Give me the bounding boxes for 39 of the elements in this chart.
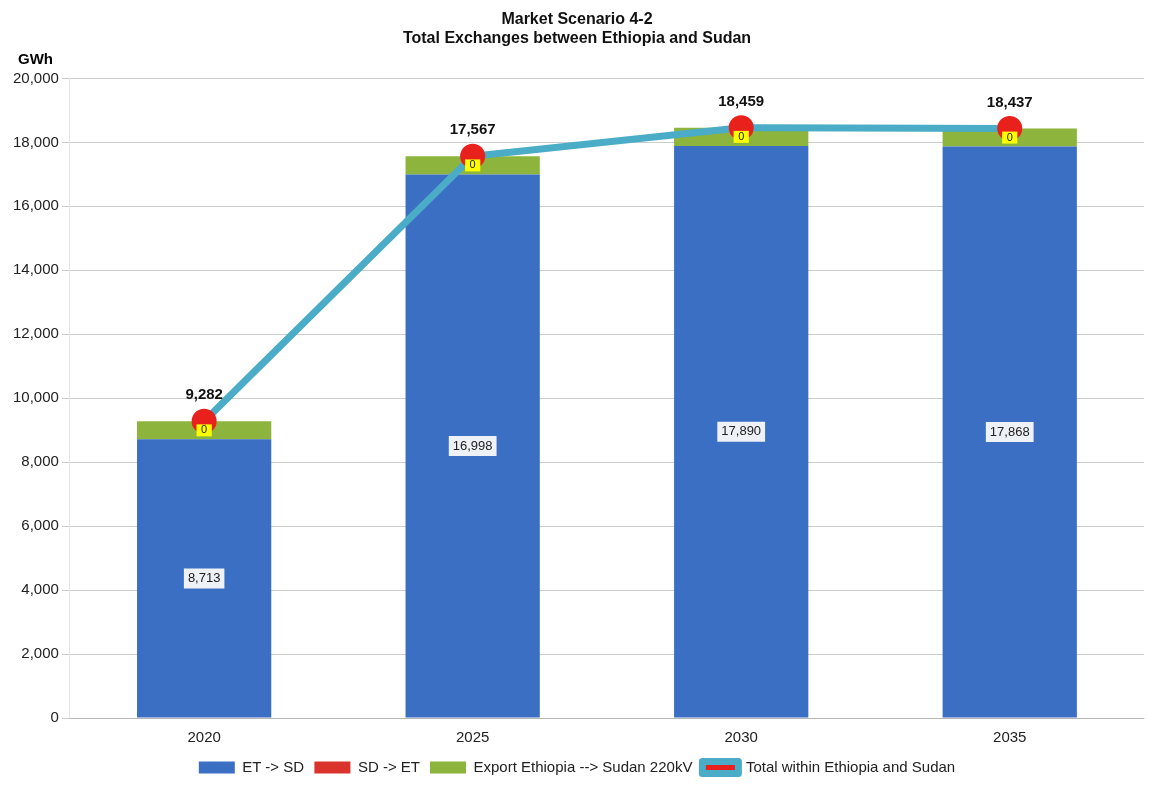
y-tick-label: 18,000	[12, 132, 59, 150]
data-label: 18,459	[718, 91, 765, 109]
x-tick-label: 2035	[993, 728, 1027, 746]
legend-label: Export Ethiopia --> Sudan 220kV	[473, 757, 693, 775]
bar	[674, 145, 809, 718]
data-label: 0	[738, 129, 745, 142]
y-tick-label: 10,000	[12, 388, 59, 406]
x-tick-label: 2025	[455, 728, 490, 746]
y-tick-label: 2,000	[21, 644, 59, 662]
y-tick-label: 14,000	[12, 260, 59, 278]
y-tick-label: 8,000	[21, 452, 59, 470]
bar	[405, 174, 540, 718]
data-label: 17,868	[989, 423, 1030, 439]
data-label: 17,890	[721, 423, 762, 439]
data-label: 18,437	[986, 92, 1033, 110]
data-label: 9,282	[185, 385, 223, 403]
x-tick-label: 2030	[724, 728, 758, 746]
bar	[137, 439, 272, 718]
data-label: 16,998	[452, 437, 493, 453]
y-tick-label: 4,000	[21, 580, 59, 598]
y-axis-title: GWh	[18, 50, 53, 67]
x-tick-label: 2020	[187, 728, 221, 746]
y-tick-label: 12,000	[12, 324, 59, 342]
bar	[942, 146, 1077, 718]
y-tick-label: 6,000	[21, 516, 59, 534]
legend-label: SD -> ET	[357, 757, 421, 775]
data-label: 0	[201, 423, 208, 436]
y-tick-label: 0	[50, 708, 59, 726]
y-tick-label: 20,000	[12, 68, 59, 86]
data-label: 17,567	[449, 120, 496, 138]
chart-subtitle: Total Exchanges between Ethiopia and Sudan	[402, 29, 752, 47]
bar	[137, 421, 272, 440]
legend-label: Total within Ethiopia and Sudan	[745, 757, 956, 775]
data-label: 0	[469, 158, 476, 171]
y-tick-label: 16,000	[12, 196, 59, 214]
chart-title: Market Scenario 4-2	[501, 10, 653, 28]
data-label: 0	[1006, 130, 1013, 143]
data-label: 8,713	[187, 570, 221, 586]
legend-label: ET -> SD	[242, 757, 305, 775]
